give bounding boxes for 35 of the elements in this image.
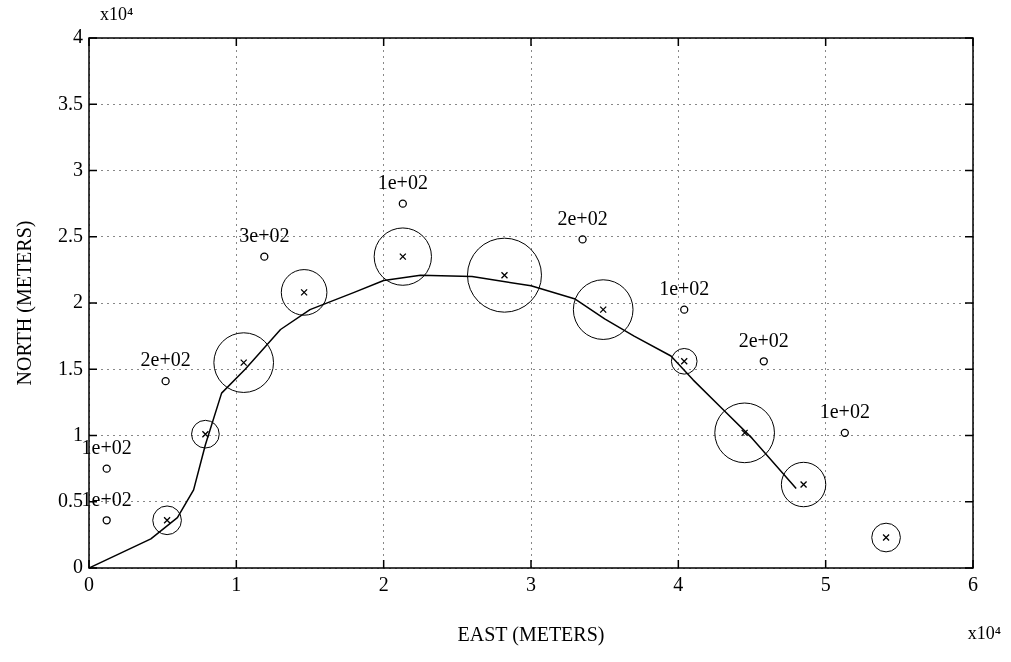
point [102,464,111,473]
y-tick-label: 2 [73,290,83,313]
annotation: 1e+02 [819,400,870,423]
annotation: 3e+02 [239,223,290,246]
point [840,428,849,437]
point [161,377,170,386]
annotation: 1e+02 [377,170,428,193]
y-tick-label: 0.5 [58,489,83,511]
point [260,252,269,261]
point [759,357,768,366]
text: x10⁴ [100,4,134,25]
point [398,199,407,208]
y-axis-title: NORTH (METERS) [13,220,37,386]
x-tick-label: 3 [526,573,536,596]
x-tick-label: 4 [673,573,684,596]
x-tick-label: 2 [378,573,389,596]
point [578,235,587,244]
annotation: 1e+02 [659,276,710,299]
y-tick-label: 4 [73,25,83,48]
point [102,516,111,525]
annotation: 2e+02 [557,206,608,229]
y-tick-label: 0 [73,555,83,578]
annotation: 2e+02 [738,328,789,351]
x-axis-title: EAST (METERS) [457,623,605,647]
x-tick-label: 6 [968,573,978,596]
y-tick-label: 1 [73,422,83,445]
annotation: 2e+02 [140,348,191,371]
y-tick-label: 3.5 [58,91,83,114]
y-tick-label: 3 [73,157,83,180]
text: x10⁴ [967,623,1001,644]
x-tick-label: 5 [820,573,831,596]
y-tick-label: 1.5 [58,356,83,379]
point [680,305,689,314]
y-tick-label: 2.5 [58,224,83,246]
x-tick-label: 1 [231,573,242,596]
